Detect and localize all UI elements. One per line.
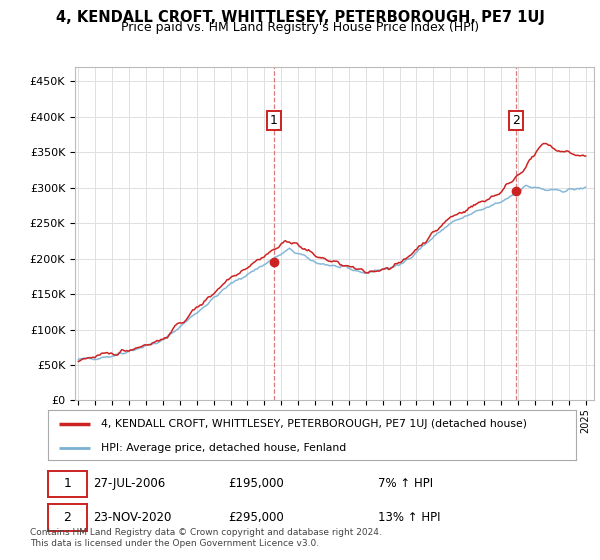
Text: 4, KENDALL CROFT, WHITTLESEY, PETERBOROUGH, PE7 1UJ (detached house): 4, KENDALL CROFT, WHITTLESEY, PETERBOROU… (101, 419, 527, 429)
Text: £195,000: £195,000 (228, 477, 284, 490)
Text: 23-NOV-2020: 23-NOV-2020 (93, 511, 172, 524)
Text: HPI: Average price, detached house, Fenland: HPI: Average price, detached house, Fenl… (101, 443, 346, 452)
Text: 27-JUL-2006: 27-JUL-2006 (93, 477, 165, 490)
Text: 1: 1 (270, 114, 278, 127)
Text: 13% ↑ HPI: 13% ↑ HPI (378, 511, 440, 524)
Text: £295,000: £295,000 (228, 511, 284, 524)
Text: Price paid vs. HM Land Registry's House Price Index (HPI): Price paid vs. HM Land Registry's House … (121, 21, 479, 34)
Text: 1: 1 (64, 477, 71, 490)
Text: 7% ↑ HPI: 7% ↑ HPI (378, 477, 433, 490)
Text: Contains HM Land Registry data © Crown copyright and database right 2024.
This d: Contains HM Land Registry data © Crown c… (30, 528, 382, 548)
Text: 4, KENDALL CROFT, WHITTLESEY, PETERBOROUGH, PE7 1UJ: 4, KENDALL CROFT, WHITTLESEY, PETERBOROU… (56, 10, 544, 25)
Text: 2: 2 (64, 511, 71, 524)
Text: 2: 2 (512, 114, 520, 127)
